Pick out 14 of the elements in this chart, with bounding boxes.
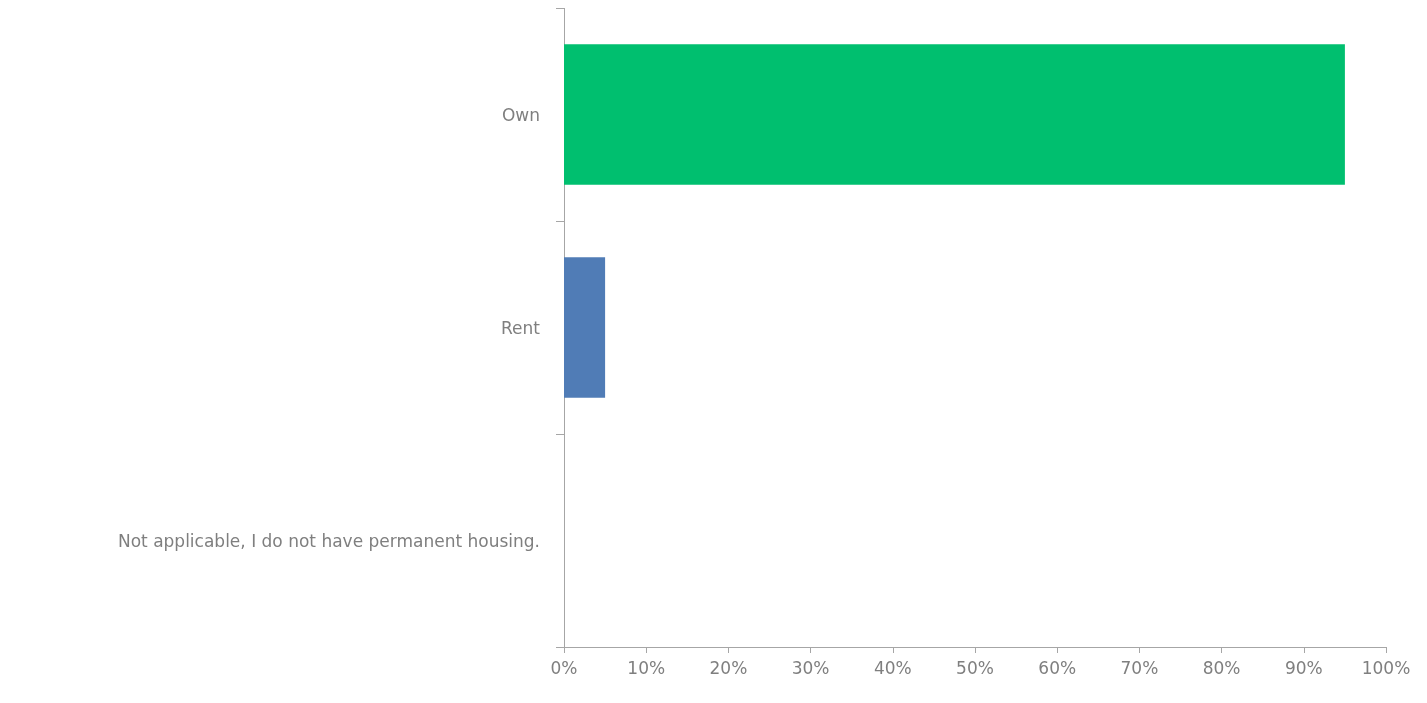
x-tick-label: 80% <box>1202 657 1241 678</box>
x-tick-label: 20% <box>709 657 748 678</box>
x-tick-label: 40% <box>873 657 912 678</box>
x-tick-label: 70% <box>1120 657 1159 678</box>
x-tick-label: 10% <box>627 657 666 678</box>
x-tick-label: 0% <box>550 657 578 678</box>
x-tick-label: 50% <box>956 657 994 678</box>
y-tick-label: Rent <box>501 317 541 338</box>
x-tick-label: 60% <box>1038 657 1077 678</box>
x-tick-label: 30% <box>791 657 830 678</box>
y-tick-label: Own <box>501 104 540 125</box>
y-tick-label: Not applicable, I do not have permanent housing. <box>117 530 540 551</box>
x-tick-label: 90% <box>1284 657 1323 678</box>
x-tick-label: 100% <box>1361 657 1411 678</box>
